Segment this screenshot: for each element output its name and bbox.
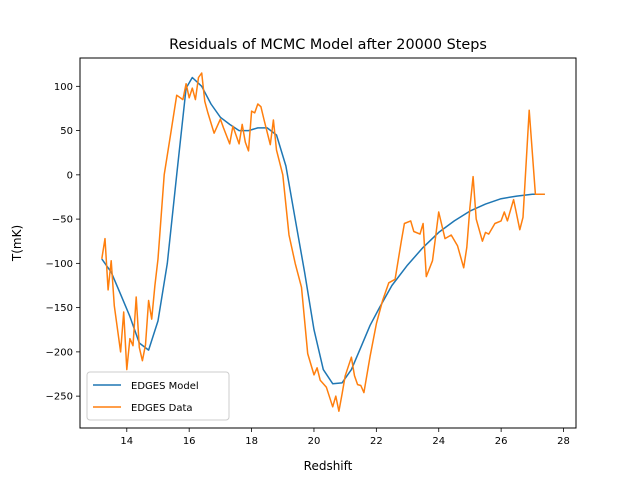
y-tick-label: −50 [52,215,73,226]
y-tick-label: −150 [46,303,73,314]
x-tick-label: 20 [308,436,321,447]
y-tick-label: 100 [54,82,73,93]
series-line-edges-data [101,72,545,412]
y-tick-label: 50 [60,126,73,137]
x-tick-label: 18 [245,436,258,447]
series-line-edges-model [101,76,545,385]
y-tick-label: 0 [67,170,73,181]
x-tick-label: 28 [557,436,570,447]
x-axis-ticks: 14 16 18 20 22 24 26 28 [120,428,570,447]
plot-area: 14 16 18 20 22 24 26 28 −250 −200 −150 −100 −50 0 50 1… [46,57,577,447]
axes-frame [79,57,577,429]
x-tick-label: 24 [432,436,445,447]
series-layer [101,72,545,412]
chart-title: Residuals of MCMC Model after 20000 Step… [169,37,487,53]
legend: EDGES Model EDGES Data [86,371,230,421]
x-axis-label: Redshift [304,459,353,473]
y-tick-label: −200 [46,347,73,358]
y-tick-label: −100 [46,259,73,270]
y-axis-label: T(mK) [10,225,24,262]
x-tick-label: 26 [495,436,508,447]
y-tick-label: −250 [46,392,73,403]
x-tick-label: 16 [183,436,196,447]
plot-background [80,58,576,428]
x-tick-label: 14 [120,436,133,447]
legend-box [86,371,230,421]
y-axis-ticks: −250 −200 −150 −100 −50 0 50 100 [46,82,80,403]
legend-label-edges-model: EDGES Model [131,381,199,392]
legend-label-edges-data: EDGES Data [131,403,193,414]
x-tick-label: 22 [370,436,383,447]
